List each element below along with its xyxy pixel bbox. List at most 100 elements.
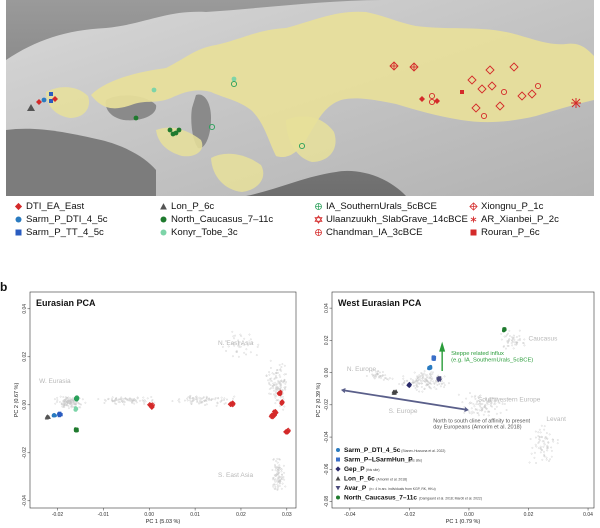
- reference-point: [481, 403, 484, 405]
- reference-point: [199, 397, 202, 400]
- reference-point: [514, 343, 517, 346]
- reference-point: [421, 390, 424, 393]
- reference-point: [552, 440, 555, 443]
- west-eurasian-pca-chart: West Eurasian PCA -0.04 -0.02 0.00 0.02 0.04 -…: [316, 291, 595, 525]
- reference-point: [283, 364, 286, 367]
- reference-point: [550, 450, 553, 452]
- reference-point: [493, 400, 496, 403]
- reference-point: [284, 386, 287, 388]
- reference-point: [205, 396, 208, 399]
- reference-point: [225, 340, 227, 342]
- reference-point: [416, 375, 419, 378]
- reference-point: [191, 399, 194, 402]
- reference-point: [498, 402, 501, 404]
- reference-point: [418, 382, 421, 385]
- y-tick-label: -0.04: [22, 495, 28, 507]
- reference-point: [432, 371, 434, 374]
- reference-point: [205, 403, 208, 406]
- marker-nc: [176, 127, 182, 133]
- reference-point: [54, 402, 57, 405]
- map-mediterranean: [6, 128, 156, 196]
- reference-point: [59, 395, 62, 398]
- reference-point: [283, 405, 286, 408]
- reference-point: [279, 385, 282, 387]
- reference-point: [270, 367, 272, 369]
- reference-point: [226, 398, 228, 401]
- legend-symbol: [14, 202, 23, 211]
- series-DTI_EA_East: [271, 389, 285, 416]
- reference-point: [280, 470, 283, 473]
- reference-point: [274, 478, 277, 481]
- reference-point: [80, 403, 82, 406]
- reference-point: [283, 380, 285, 383]
- reference-point: [285, 373, 287, 376]
- reference-point: [270, 380, 273, 383]
- reference-point: [198, 396, 201, 399]
- reference-point: [278, 388, 280, 390]
- reference-point: [283, 471, 285, 474]
- reference-point: [528, 461, 531, 464]
- steppe-influx-label: Steppe related influx (e.g. IA_SouthernUr…: [451, 351, 533, 364]
- series-Lon_P_6c: [391, 389, 399, 395]
- reference-point: [530, 452, 533, 455]
- reference-point: [423, 377, 426, 380]
- marker-sarm-tt: [49, 92, 53, 96]
- reference-point: [474, 394, 477, 397]
- reference-point: [429, 382, 431, 384]
- reference-point: [270, 377, 273, 380]
- legend-item: Ulaanzuukh_SlabGrave_14cBCE: [314, 214, 468, 226]
- reference-point: [550, 446, 553, 449]
- reference-point: [416, 385, 419, 388]
- x-tick-label: 0.03: [282, 512, 292, 518]
- y-tick-label: 0.02: [324, 335, 330, 345]
- reference-point: [538, 428, 541, 431]
- reference-point: [282, 408, 285, 411]
- y-tick-label: -0.08: [324, 496, 330, 508]
- legend-marker-icon: [470, 229, 477, 236]
- reference-point: [279, 369, 281, 371]
- reference-point: [269, 383, 272, 386]
- reference-point: [198, 401, 201, 404]
- reference-point: [541, 436, 543, 439]
- reference-point: [268, 381, 271, 384]
- legend-label: Rouran_P_6c: [481, 227, 540, 238]
- legend-marker-icon: [469, 202, 478, 211]
- x-tick-label: 0.00: [464, 512, 474, 518]
- reference-point: [416, 377, 419, 379]
- reference-point: [413, 371, 416, 374]
- reference-point: [372, 375, 375, 378]
- reference-point: [483, 406, 486, 408]
- reference-point: [541, 458, 544, 461]
- reference-point: [470, 412, 473, 415]
- chart-title: West Eurasian PCA: [338, 298, 422, 308]
- legend-marker-icon: [470, 216, 477, 223]
- region-label: Levant: [546, 416, 566, 423]
- reference-point: [281, 395, 284, 398]
- reference-point: [268, 392, 271, 395]
- marker-ia-su: [230, 80, 238, 88]
- chart-title: Eurasian PCA: [36, 298, 96, 308]
- reference-point: [186, 397, 189, 400]
- reference-point: [421, 382, 423, 385]
- reference-point: [223, 402, 226, 405]
- legend-item: Xiongnu_P_1c: [469, 201, 543, 213]
- reference-point: [443, 386, 445, 389]
- reference-point: [539, 447, 542, 449]
- map-markers: [27, 61, 581, 150]
- reference-point: [418, 374, 421, 377]
- region-label: N. East Asia: [218, 340, 254, 347]
- reference-point: [124, 397, 127, 400]
- reference-point: [232, 355, 234, 358]
- reference-point: [512, 337, 514, 340]
- marker-nc: [173, 130, 179, 136]
- reference-point: [136, 396, 139, 399]
- reference-point: [178, 401, 181, 404]
- y-tick-label: 0.04: [324, 303, 330, 313]
- reference-point: [461, 401, 464, 404]
- reference-point: [202, 396, 205, 399]
- pca-legend-marker-icon: [336, 495, 340, 500]
- reference-point: [278, 482, 281, 485]
- reference-point: [196, 397, 199, 400]
- reference-point: [276, 369, 278, 372]
- reference-point: [58, 401, 61, 403]
